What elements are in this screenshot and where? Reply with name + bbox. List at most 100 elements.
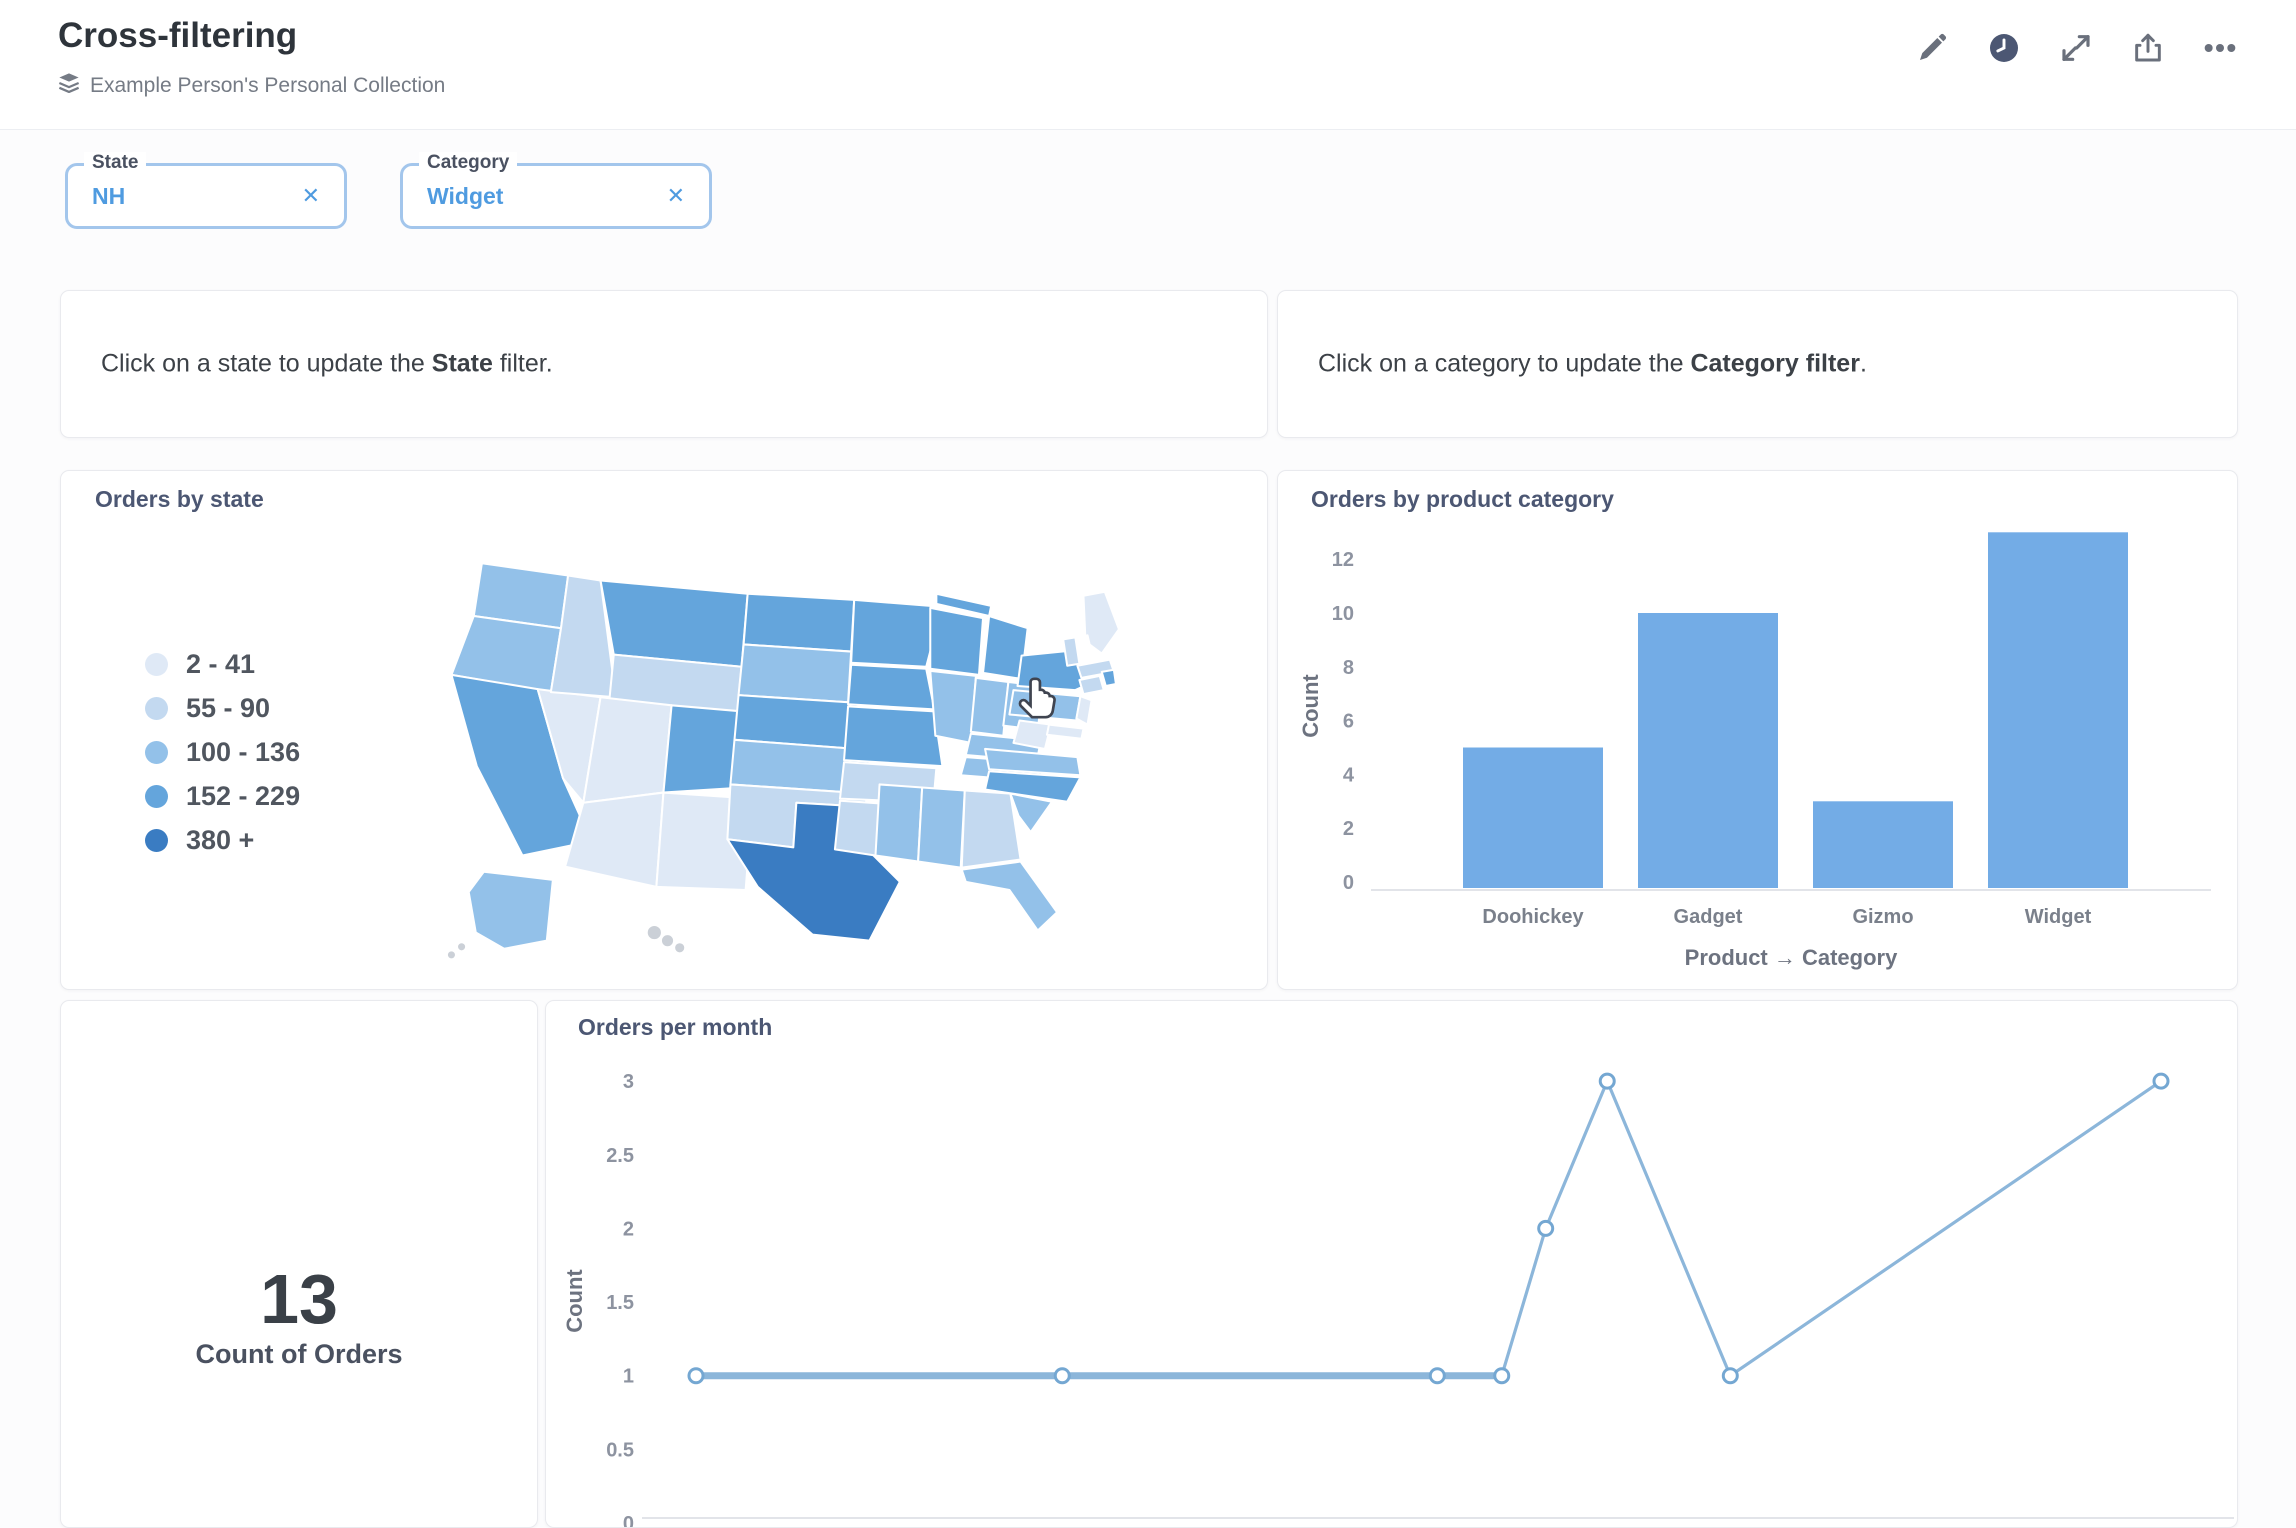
us-choropleth-map[interactable] <box>421 533 1121 973</box>
orders-by-category-card: Orders by product category 0 2 4 6 8 10 12 Dooh… <box>1277 470 2238 990</box>
revision-history-button[interactable] <box>1982 28 2026 72</box>
filter-state[interactable]: State NH ✕ <box>65 152 347 229</box>
legend-dot <box>145 653 168 676</box>
line-point[interactable] <box>1721 1367 1739 1385</box>
filter-category[interactable]: Category Widget ✕ <box>400 152 712 229</box>
bar-gadget[interactable] <box>1638 613 1778 888</box>
collection-name: Example Person's Personal Collection <box>90 74 446 97</box>
state-HI[interactable] <box>447 925 685 959</box>
bar-widget[interactable] <box>1988 532 2128 888</box>
state-MS[interactable] <box>874 783 924 863</box>
filter-category-clear-icon[interactable]: ✕ <box>666 183 685 208</box>
line-series <box>696 1076 2162 1379</box>
state-WV[interactable] <box>1012 719 1053 750</box>
state-AZ[interactable] <box>564 791 665 888</box>
filter-state-label: State <box>84 152 147 174</box>
header-actions <box>1910 28 2242 72</box>
bar-yaxis-title: Count <box>1298 674 1323 738</box>
share-icon <box>2132 32 2164 69</box>
more-options-button[interactable] <box>2198 28 2242 72</box>
line-yaxis-title: Count <box>562 1269 587 1333</box>
line-ytick-label: 3 <box>623 1071 634 1093</box>
state-IN[interactable] <box>969 676 1010 737</box>
state-SC[interactable] <box>1009 792 1054 834</box>
state-IA[interactable] <box>847 663 936 711</box>
line-chart[interactable]: 0 0.5 1 1.5 2 2.5 3 Count <box>546 1001 2238 1528</box>
line-point[interactable] <box>1493 1367 1511 1385</box>
text-prefix: Click on a category to update the <box>1318 349 1691 378</box>
clock-icon <box>1988 32 2020 69</box>
bar-card-title: Orders by product category <box>1311 486 1614 512</box>
bar-ytick-label: 12 <box>1332 549 1354 571</box>
text-suffix: filter. <box>492 349 553 378</box>
state-IL[interactable] <box>929 669 977 744</box>
legend-label: 2 - 41 <box>186 649 256 679</box>
state-AK[interactable] <box>467 870 554 950</box>
state-WI[interactable] <box>929 606 985 676</box>
state-NJ[interactable] <box>1075 695 1093 726</box>
state-MO[interactable] <box>843 705 944 768</box>
state-CT[interactable] <box>1078 674 1105 696</box>
legend-dot <box>145 697 168 720</box>
expand-icon <box>2060 32 2092 69</box>
share-button[interactable] <box>2126 28 2170 72</box>
state-GA[interactable] <box>960 789 1022 869</box>
text-suffix: . <box>1859 349 1867 378</box>
state-ND[interactable] <box>742 592 856 653</box>
filter-category-label: Category <box>419 152 518 174</box>
legend-label: 380 + <box>186 825 255 855</box>
state-FL[interactable] <box>960 860 1059 932</box>
state-AL[interactable] <box>917 786 966 869</box>
line-point[interactable] <box>1598 1072 1616 1090</box>
state-ME[interactable] <box>1082 590 1120 655</box>
legend-label: 55 - 90 <box>186 693 271 723</box>
legend-dot <box>145 741 168 764</box>
line-point[interactable] <box>1428 1367 1446 1385</box>
orders-by-state-card: Orders by state 2 - 41 55 - 90 100 - 136… <box>60 470 1268 990</box>
bar-ytick-label: 10 <box>1332 603 1354 625</box>
count-of-orders-card: 13 Count of Orders <box>60 1000 538 1528</box>
state-MD[interactable] <box>1045 723 1085 740</box>
bar-gizmo[interactable] <box>1813 801 1953 888</box>
line-ytick-label: 2.5 <box>606 1145 634 1167</box>
bar-chart[interactable]: 0 2 4 6 8 10 12 Doohickey Gadget Gizmo Widget Produ… <box>1278 471 2238 990</box>
state-MT[interactable] <box>599 579 749 668</box>
bar-category-label: Widget <box>2025 906 2092 928</box>
state-SD[interactable] <box>737 643 853 704</box>
bar-ytick-label: 0 <box>1343 872 1354 894</box>
legend-row: 55 - 90 <box>145 693 300 724</box>
state-PA[interactable] <box>1008 689 1082 722</box>
orders-per-month-card: Orders per month 0 0.5 1 1.5 2 2.5 3 Count <box>545 1000 2238 1528</box>
line-point[interactable] <box>687 1367 705 1385</box>
text-prefix: Click on a state to update the <box>101 349 432 378</box>
line-ytick-label: 2 <box>623 1218 634 1240</box>
state-VT[interactable] <box>1062 636 1081 667</box>
bar-category-label: Gizmo <box>1852 906 1913 928</box>
state-MN[interactable] <box>850 598 938 668</box>
collection-breadcrumb[interactable]: Example Person's Personal Collection <box>58 72 445 100</box>
ellipsis-icon <box>2204 32 2236 69</box>
bar-ytick-label: 4 <box>1343 764 1355 786</box>
text-card-category-text: Click on a category to update the Catego… <box>1318 350 1867 379</box>
line-point[interactable] <box>2152 1072 2170 1090</box>
filter-state-value[interactable]: NH <box>92 182 126 209</box>
dashboard-header: Cross-filtering Example Person's Persona… <box>0 0 2296 130</box>
line-point[interactable] <box>1053 1367 1071 1385</box>
scalar-value: 13 <box>260 1260 338 1338</box>
text-card-category: Click on a category to update the Catego… <box>1277 290 2238 438</box>
edit-dashboard-button[interactable] <box>1910 28 1954 72</box>
fullscreen-button[interactable] <box>2054 28 2098 72</box>
map-card-title: Orders by state <box>95 486 264 512</box>
legend-label: 152 - 229 <box>186 781 301 811</box>
line-point[interactable] <box>1537 1219 1555 1237</box>
state-ID[interactable] <box>549 574 617 699</box>
bar-doohickey[interactable] <box>1463 747 1603 889</box>
state-NC[interactable] <box>984 770 1082 803</box>
state-VA[interactable] <box>984 747 1082 777</box>
filter-category-value[interactable]: Widget <box>427 182 504 209</box>
state-RI[interactable] <box>1100 668 1117 688</box>
filter-state-clear-icon[interactable]: ✕ <box>301 183 320 208</box>
text-bold: Category filter <box>1690 349 1860 378</box>
pencil-icon <box>1916 32 1948 69</box>
